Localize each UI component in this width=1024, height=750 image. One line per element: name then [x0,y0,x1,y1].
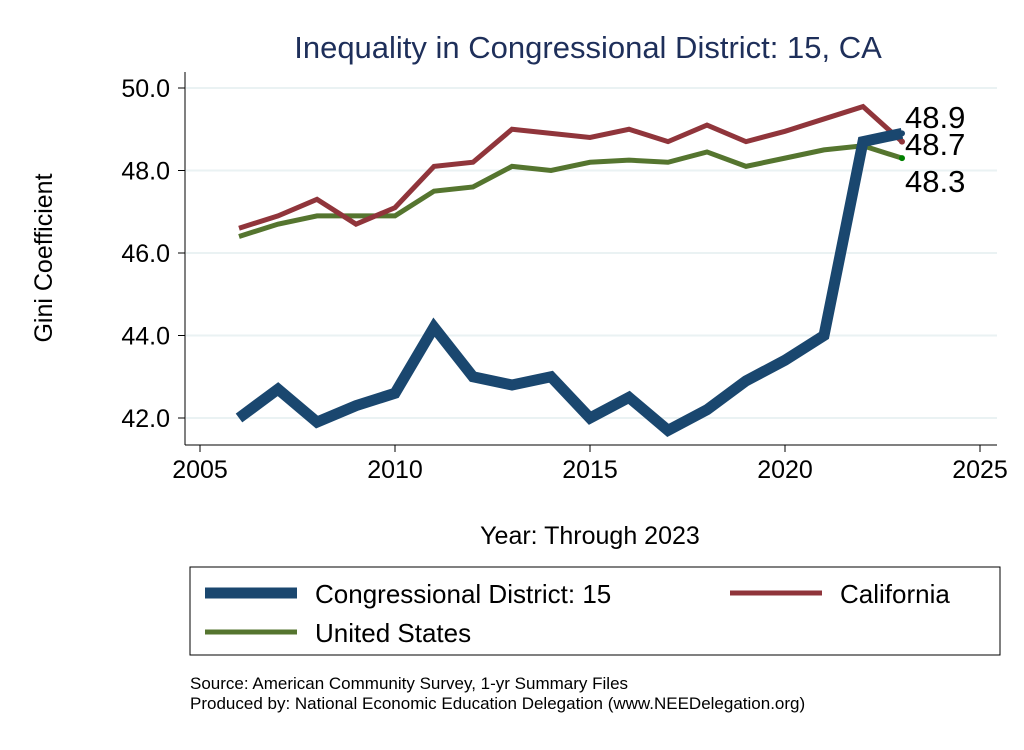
y-axis-label: Gini Coefficient [30,173,58,342]
series-end-marker [899,155,905,162]
producer-note: Produced by: National Economic Education… [190,694,805,713]
end-value-label: 48.7 [905,127,965,162]
series-line-0 [235,127,904,437]
series-end-marker [899,130,905,137]
y-tick-label: 50.0 [121,75,170,103]
x-tick-label: 2020 [757,456,813,484]
legend-label: United States [315,618,471,648]
legend-label: California [840,579,950,609]
legend-box [189,566,1001,656]
y-tick-label: 48.0 [121,158,170,186]
chart-title: Inequality in Congressional District: 15… [294,30,882,65]
y-tick-label: 42.0 [121,405,170,433]
end-value-label: 48.3 [905,164,965,199]
x-axis-label: Year: Through 2023 [480,522,700,550]
x-tick-label: 2005 [172,456,228,484]
y-tick-label: 46.0 [121,240,170,268]
x-tick-label: 2015 [562,456,618,484]
end-value-label: 48.9 [905,100,965,135]
source-note: Source: American Community Survey, 1-yr … [190,674,628,693]
x-tick-label: 2025 [952,456,1008,484]
legend-label: Congressional District: 15 [315,579,611,609]
x-tick-label: 2010 [367,456,423,484]
series-line-1 [238,103,904,231]
series-end-marker [899,138,905,145]
y-tick-label: 44.0 [121,323,170,351]
series-line-2 [238,143,903,239]
